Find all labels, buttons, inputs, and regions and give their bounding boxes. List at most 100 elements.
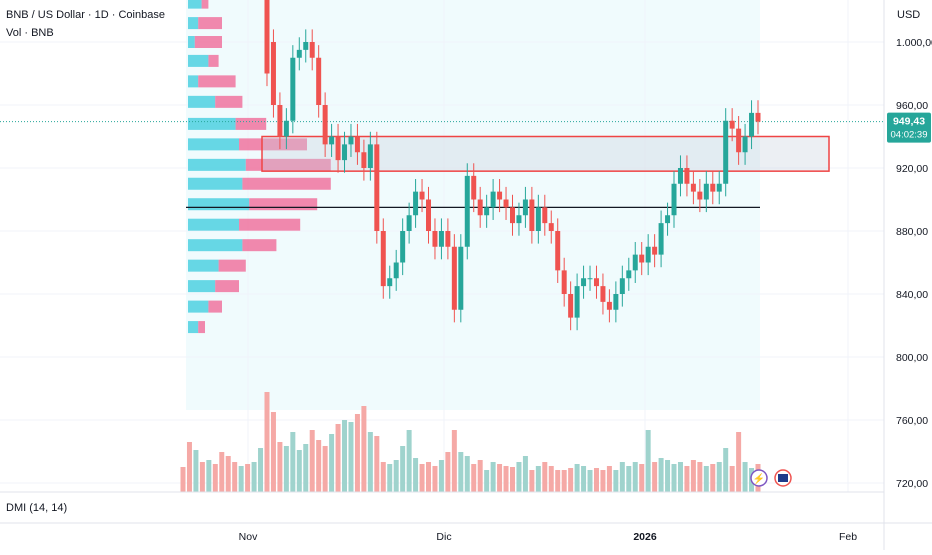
volume-bar: [186, 442, 192, 492]
candle-body: [464, 175, 470, 247]
candle-body: [529, 199, 535, 231]
volume-bar: [723, 448, 729, 492]
candle-body: [574, 286, 580, 318]
volume-bar: [296, 450, 302, 492]
candle-body: [290, 57, 296, 121]
candle-body: [484, 207, 490, 216]
volume-bar: [464, 456, 470, 492]
candle-body: [270, 42, 276, 105]
candle-body: [419, 191, 425, 200]
candle-body: [684, 168, 690, 184]
volume-bar: [497, 464, 503, 492]
volume-bar: [445, 452, 451, 492]
volume-bar: [587, 470, 593, 492]
volume-profile-bar-down: [198, 321, 205, 334]
candle-body: [729, 120, 735, 129]
volume-profile-bar-up: [188, 75, 199, 88]
volume-bar: [555, 470, 561, 492]
x-tick-label: 2026: [633, 531, 657, 543]
volume-bar: [451, 430, 457, 492]
candle-body: [477, 199, 483, 216]
volume-profile-bar-down: [239, 138, 307, 151]
volume-bar: [548, 466, 554, 492]
volume-profile-bar-up: [188, 259, 219, 272]
volume-bar: [535, 466, 541, 492]
volume-bar: [639, 464, 645, 492]
candle-body: [342, 144, 348, 161]
volume-bar: [348, 422, 354, 492]
volume-bar: [626, 466, 632, 492]
volume-bar: [335, 424, 341, 492]
current-price-value: 949,43: [893, 116, 925, 128]
volume-bar: [342, 420, 348, 492]
candle-body: [645, 246, 651, 263]
y-tick-label: 880,00: [896, 226, 928, 238]
candle-body: [374, 144, 380, 231]
volume-bar: [270, 412, 276, 492]
volume-bar: [316, 440, 322, 492]
candle-body: [652, 246, 658, 255]
candle-body: [438, 231, 444, 247]
volume-profile-bar-up: [188, 36, 195, 48]
candle-body: [742, 136, 748, 153]
volume-bar: [180, 467, 186, 492]
candle-body: [626, 270, 632, 279]
lightning-glyph: ⚡: [753, 472, 765, 485]
volume-bar: [729, 466, 735, 492]
volume-bar: [710, 464, 716, 492]
volume-bar: [432, 466, 438, 492]
volume-bar: [484, 470, 490, 492]
y-tick-label: 760,00: [896, 415, 928, 427]
volume-bar: [490, 462, 496, 492]
dmi-indicator-label[interactable]: DMI (14, 14): [6, 502, 68, 514]
volume-legend[interactable]: Vol · BNB: [6, 27, 54, 39]
candle-body: [413, 191, 419, 216]
y-tick-label: 720,00: [896, 478, 928, 490]
candle-body: [561, 270, 567, 294]
volume-bar: [426, 462, 432, 492]
volume-bar: [471, 464, 477, 492]
candle-body: [367, 144, 373, 168]
volume-bar: [354, 414, 360, 492]
volume-bar: [606, 466, 612, 492]
candle-body: [322, 105, 328, 145]
candle-body: [348, 136, 354, 145]
volume-profile-bar-down: [208, 300, 222, 313]
volume-bar: [581, 466, 587, 492]
symbol-title[interactable]: BNB / US Dollar · 1D · Coinbase: [6, 9, 165, 21]
volume-profile-bar-up: [188, 117, 236, 130]
volume-profile-bar-down: [198, 17, 222, 30]
volume-bar: [600, 470, 606, 492]
volume-bar: [258, 448, 264, 492]
candle-body: [393, 262, 399, 279]
candle-body: [451, 246, 457, 310]
volume-bar: [568, 468, 574, 492]
volume-bar: [613, 470, 619, 492]
y-tick-label: 840,00: [896, 289, 928, 301]
volume-profile-bar-up: [188, 198, 250, 211]
currency-label[interactable]: USD: [897, 9, 921, 21]
volume-bar: [477, 460, 483, 492]
volume-bar: [374, 436, 380, 492]
volume-profile-bar-down: [198, 75, 236, 88]
candle-body: [581, 278, 587, 287]
candle-body: [283, 120, 289, 137]
candle-body: [387, 278, 393, 287]
x-tick-label: Dic: [436, 531, 451, 543]
volume-bar: [561, 470, 567, 492]
candle-body: [690, 183, 696, 192]
volume-bar: [283, 446, 289, 492]
candle-body: [329, 136, 335, 145]
candle-body: [671, 183, 677, 216]
volume-profile-bar-up: [188, 54, 209, 67]
volume-bar: [690, 460, 696, 492]
volume-bar: [736, 432, 742, 492]
candle-body: [490, 191, 496, 208]
candle-body: [639, 254, 645, 263]
candle-body: [316, 57, 322, 105]
candle-body: [432, 231, 438, 247]
volume-bar: [264, 392, 270, 492]
volume-bar: [393, 460, 399, 492]
